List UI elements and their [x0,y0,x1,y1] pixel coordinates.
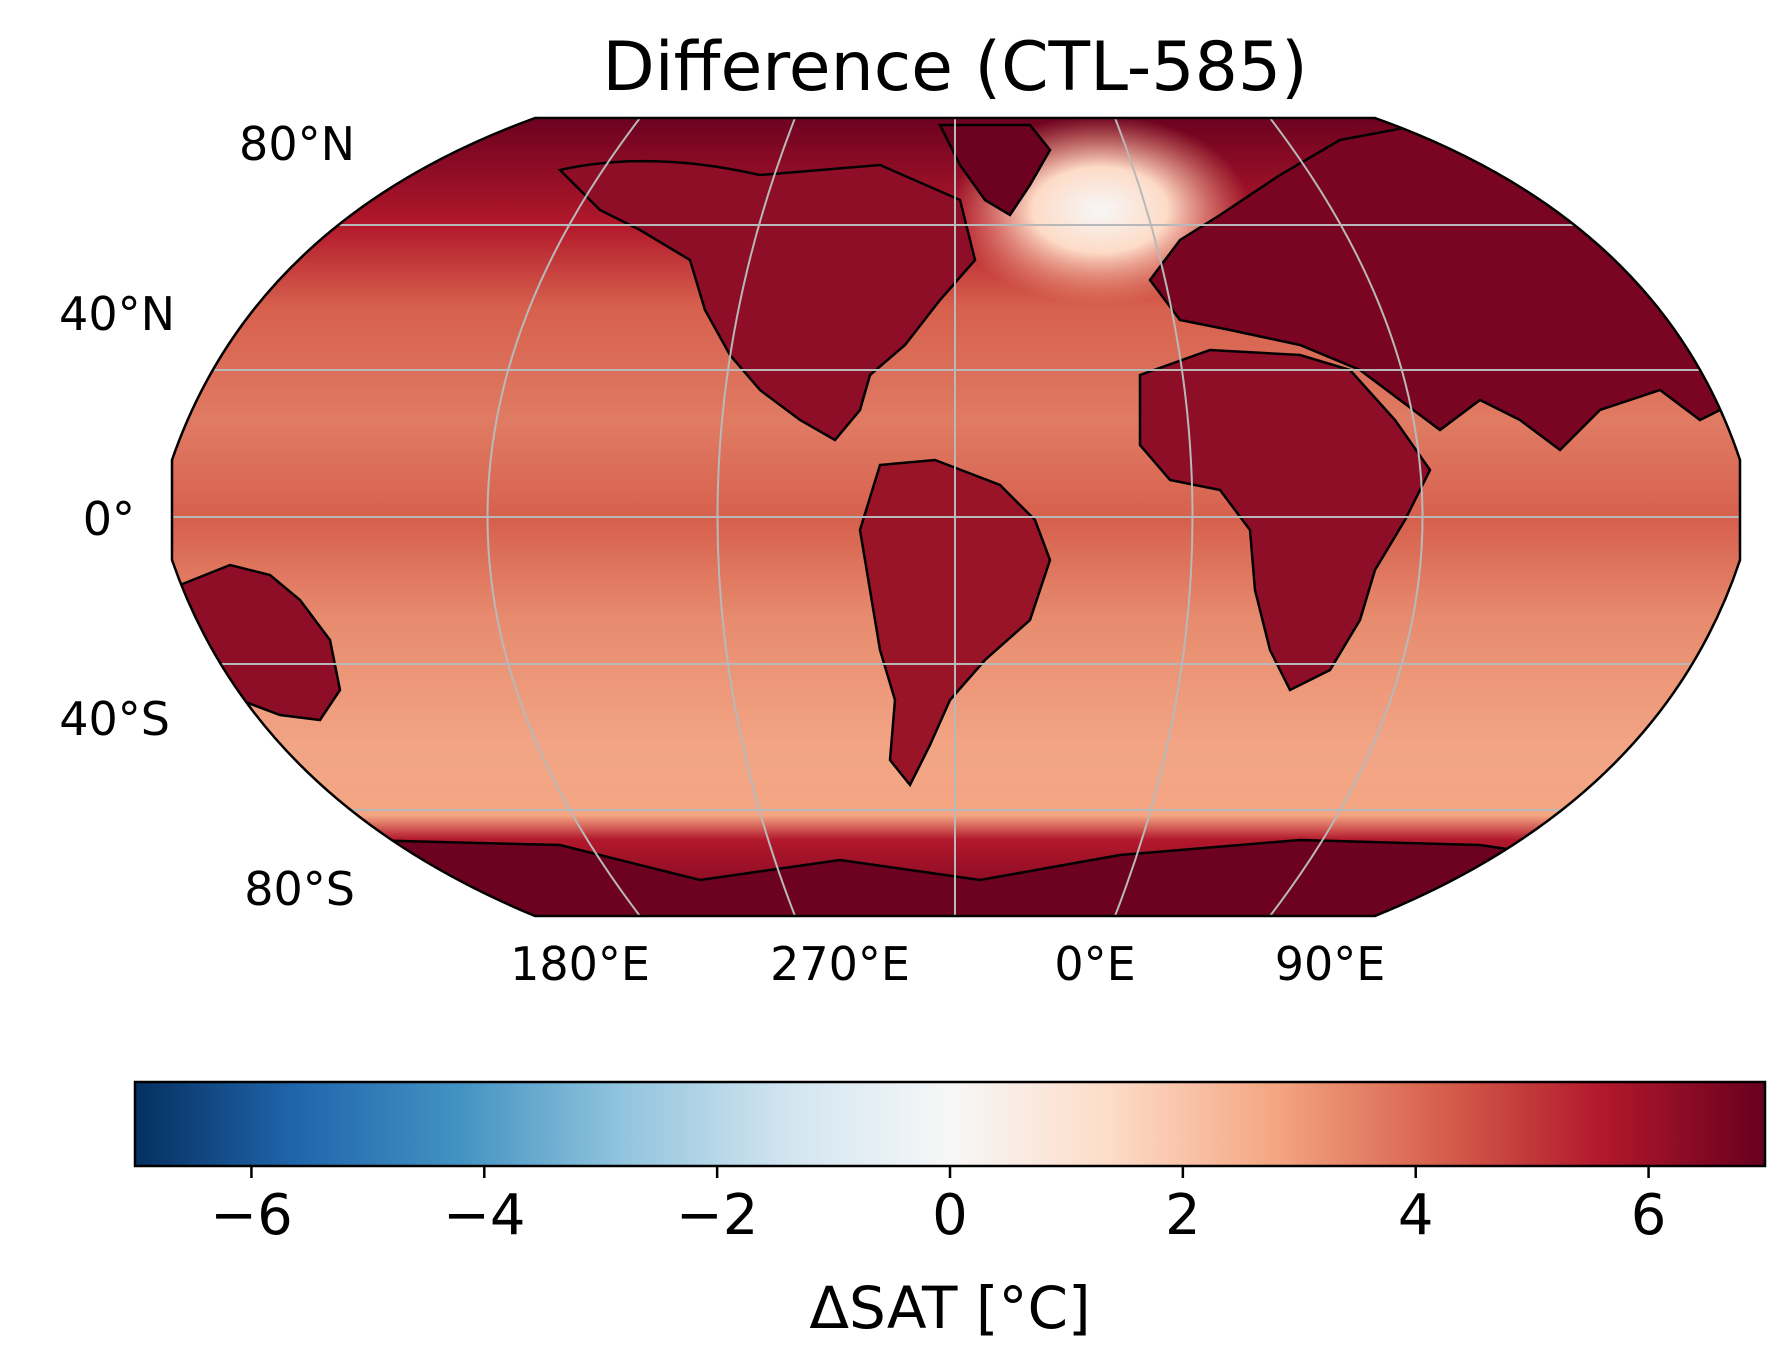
colorbar-tick-label: 2 [1165,1183,1201,1248]
lat-label-0: 0° [83,492,135,546]
map-field [172,118,1740,916]
colorbar: −6 −4 −2 0 2 4 6 ΔSAT [°C] [133,1080,1767,1342]
lat-label-80n: 80°N [239,117,355,171]
colorbar-tick-label: 4 [1398,1183,1434,1248]
lon-label-270e: 270°E [770,937,910,991]
graticule [172,118,1740,916]
colorbar-tick-label: 6 [1631,1183,1667,1248]
meridian-w2 [486,118,641,916]
lat-label-40n: 40°N [59,287,175,341]
meridian-e1 [1114,118,1194,916]
map: 80°N 40°N 0° 40°S 80°S 180°E 270°E 0°E 9… [59,116,1742,991]
lon-label-0e: 0°E [1054,937,1135,991]
colorbar-tick-label: −2 [676,1183,759,1248]
meridian-w1 [716,118,796,916]
lon-label-90e: 90°E [1275,937,1386,991]
colorbar-tick-label: −6 [210,1183,293,1248]
colorbar-tick-label: −4 [443,1183,526,1248]
lon-label-180e: 180°E [510,937,650,991]
lat-label-40s: 40°S [59,692,170,746]
map-boundary [170,116,1742,918]
colorbar-ticks: −6 −4 −2 0 2 4 6 [210,1166,1666,1248]
colorbar-tick-label: 0 [932,1183,968,1248]
colorbar-label: ΔSAT [°C] [809,1274,1090,1342]
meridian-e2 [1269,118,1424,916]
colorbar-bar [133,1080,1767,1168]
greenland [937,123,1052,217]
africa [1138,348,1432,692]
figure-title: Difference (CTL-585) [602,28,1307,107]
lat-label-80s: 80°S [244,862,355,916]
